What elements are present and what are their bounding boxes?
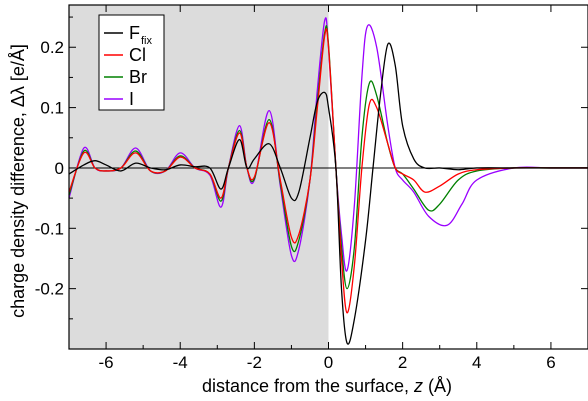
- x-axis-label: distance from the surface, z (Å): [202, 376, 452, 396]
- y-tick-label: -0.2: [35, 280, 64, 299]
- legend-label-ffix: Ffix: [129, 23, 153, 47]
- series-line-ffix: [68, 42, 588, 345]
- x-tick-label: -4: [173, 353, 188, 372]
- legend-label-i: I: [129, 89, 134, 109]
- x-tick-label: 6: [546, 353, 555, 372]
- x-axis: -6 -4 -2 0 2 4 6: [68, 5, 588, 372]
- series-lines: [68, 17, 588, 345]
- y-axis: -0.2 -0.1 0 0.1 0.2: [35, 16, 588, 320]
- y-axis-label: charge density difference, Δλ [e/Å]: [8, 44, 28, 318]
- y-tick-label: 0.1: [40, 99, 64, 118]
- y-tick-label: 0.2: [40, 38, 64, 57]
- x-tick-label: -2: [247, 353, 262, 372]
- series-line-cl: [68, 28, 588, 314]
- x-tick-label: 4: [472, 353, 481, 372]
- x-tick-label: 2: [398, 353, 407, 372]
- y-tick-label: -0.1: [35, 219, 64, 238]
- legend-box: [98, 14, 165, 111]
- x-tick-label: -6: [99, 353, 114, 372]
- x-tick-label: 0: [324, 353, 333, 372]
- y-tick-label: 0: [55, 159, 64, 178]
- legend-label-cl: Cl: [129, 45, 146, 65]
- legend-label-br: Br: [129, 67, 147, 87]
